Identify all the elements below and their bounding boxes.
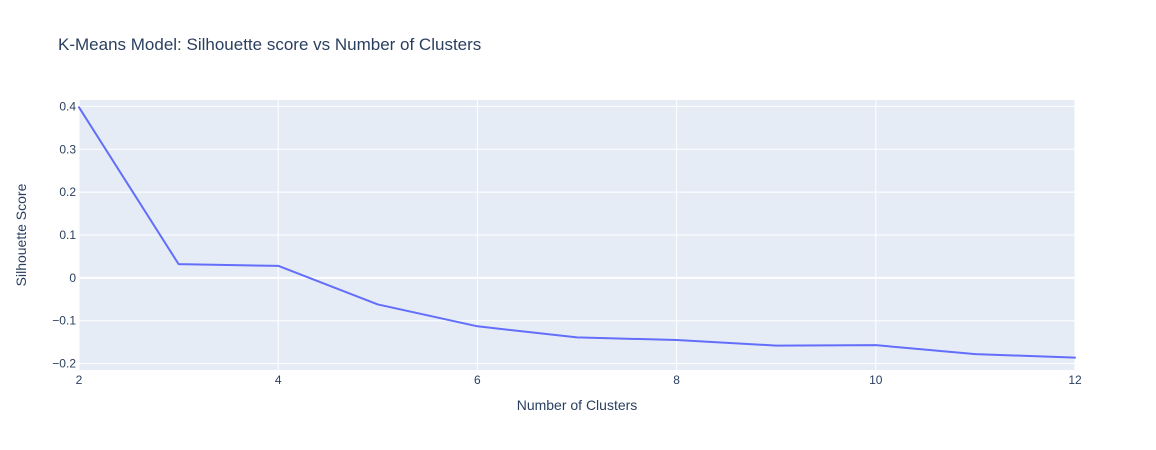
data-point[interactable] xyxy=(1072,355,1078,361)
x-tick-label: 6 xyxy=(474,373,481,387)
silhouette-score-line xyxy=(78,106,1076,359)
y-tick-label: 0 xyxy=(69,271,76,285)
data-point[interactable] xyxy=(674,337,680,343)
x-tick-label: 8 xyxy=(673,373,680,387)
data-point[interactable] xyxy=(176,261,182,267)
x-tick-label: 12 xyxy=(1068,373,1082,387)
data-point[interactable] xyxy=(873,342,879,348)
data-point[interactable] xyxy=(474,323,480,329)
data-point[interactable] xyxy=(574,334,580,340)
x-tick-label: 10 xyxy=(869,373,883,387)
data-point[interactable] xyxy=(972,351,978,357)
grid-lines xyxy=(78,100,1076,370)
y-tick-label: 0.2 xyxy=(59,185,76,199)
series-layer xyxy=(76,104,1078,361)
x-tick-label: 4 xyxy=(275,373,282,387)
x-axis-ticks: 2 4 6 8 10 12 xyxy=(76,373,1082,387)
chart-title: K-Means Model: Silhouette score vs Numbe… xyxy=(58,35,481,54)
x-axis-title: Number of Clusters xyxy=(517,397,638,413)
data-point[interactable] xyxy=(76,104,82,110)
data-point[interactable] xyxy=(275,263,281,269)
y-axis-ticks: −0.2 −0.1 0 0.1 0.2 0.3 0.4 xyxy=(52,99,76,370)
x-tick-label: 2 xyxy=(76,373,83,387)
y-axis-title: Silhouette Score xyxy=(13,183,29,286)
y-tick-label: −0.2 xyxy=(52,357,76,371)
data-point[interactable] xyxy=(375,301,381,307)
data-point[interactable] xyxy=(773,343,779,349)
y-tick-label: −0.1 xyxy=(52,314,76,328)
y-tick-label: 0.3 xyxy=(59,142,76,156)
y-tick-label: 0.1 xyxy=(59,228,76,242)
y-tick-label: 0.4 xyxy=(59,99,76,113)
